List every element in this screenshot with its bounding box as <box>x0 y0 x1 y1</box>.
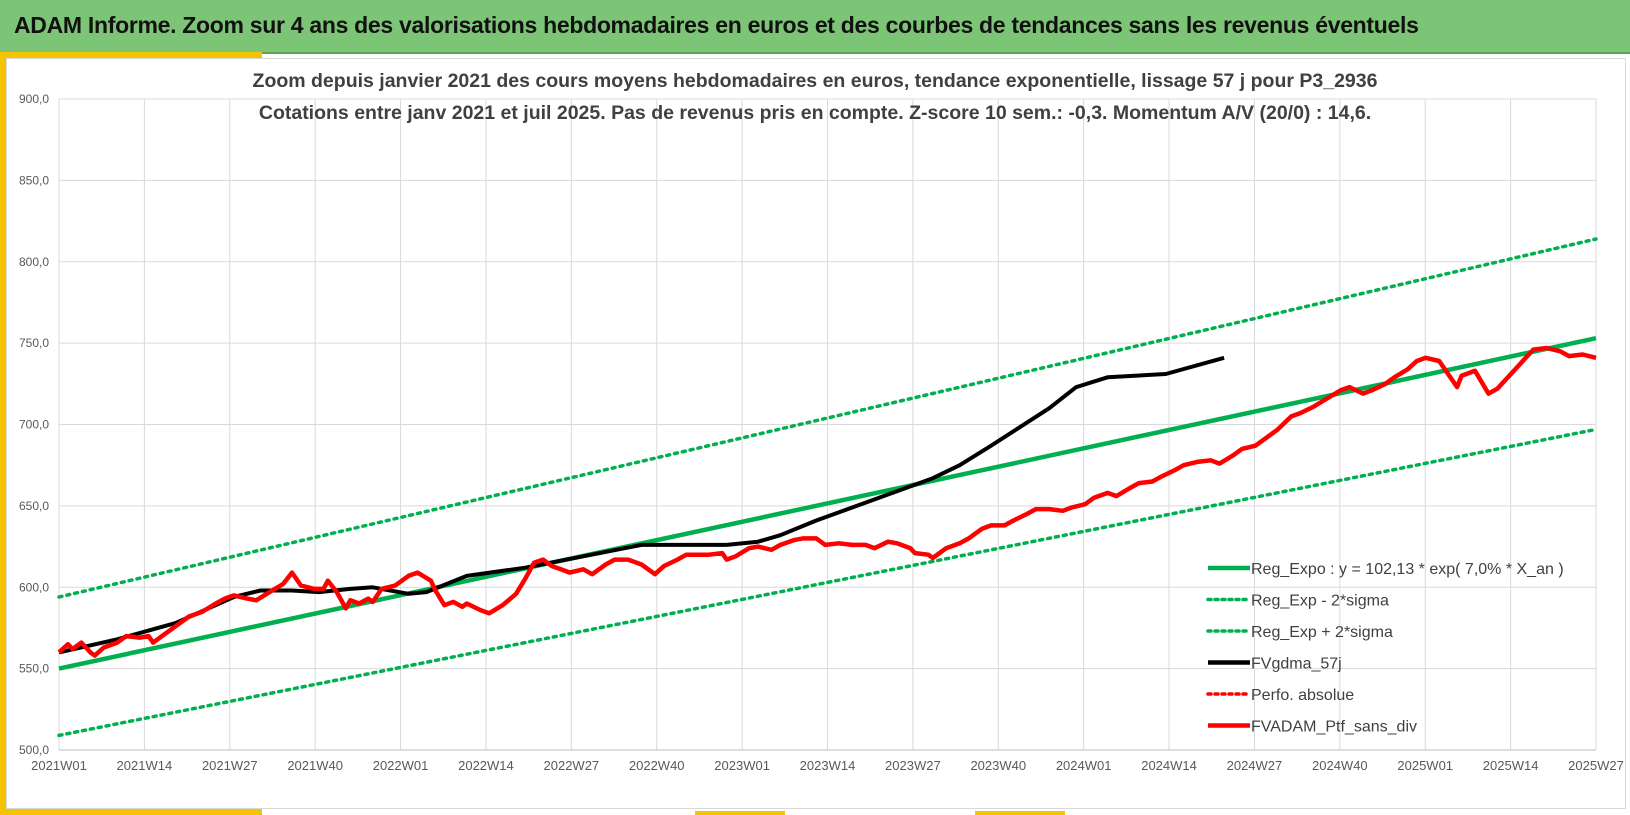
x-tick-label: 2023W14 <box>800 758 856 773</box>
y-tick-label: 550,0 <box>19 662 49 676</box>
y-tick-label: 650,0 <box>19 499 49 513</box>
x-tick-label: 2024W27 <box>1227 758 1283 773</box>
x-tick-label: 2022W27 <box>544 758 600 773</box>
y-tick-label: 750,0 <box>19 336 49 350</box>
legend-label: FVADAM_Ptf_sans_div <box>1251 719 1417 736</box>
accent-bar-bottom-right <box>975 811 1065 815</box>
y-tick-label: 900,0 <box>19 92 49 106</box>
accent-bar-bottom-mid <box>695 811 785 815</box>
legend-label: Reg_Exp + 2*sigma <box>1251 624 1393 641</box>
series-line-3 <box>58 355 1225 655</box>
x-tick-label: 2025W01 <box>1397 758 1453 773</box>
x-tick-label: 2024W40 <box>1312 758 1368 773</box>
x-tick-label: 2025W27 <box>1568 758 1624 773</box>
legend-label: Reg_Expo : y = 102,13 * exp( 7,0% * X_an… <box>1251 561 1564 578</box>
y-tick-label: 800,0 <box>19 255 49 269</box>
y-tick-label: 700,0 <box>19 418 49 432</box>
x-tick-label: 2023W01 <box>714 758 770 773</box>
chart-frame <box>6 58 1626 809</box>
legend-label: FVgdma_57j <box>1251 656 1342 673</box>
accent-bar-left <box>0 54 6 815</box>
x-tick-label: 2022W01 <box>373 758 429 773</box>
y-tick-label: 850,0 <box>19 173 49 187</box>
x-tick-label: 2024W01 <box>1056 758 1112 773</box>
legend-label: Perfo. absolue <box>1251 687 1354 704</box>
accent-bar-top <box>0 52 262 58</box>
y-tick-label: 600,0 <box>19 580 49 594</box>
series-line-5 <box>57 345 1597 658</box>
legend-label: Reg_Exp - 2*sigma <box>1251 593 1389 610</box>
x-tick-label: 2022W14 <box>458 758 514 773</box>
x-tick-label: 2022W40 <box>629 758 685 773</box>
header-banner: ADAM Informe. Zoom sur 4 ans des valoris… <box>0 0 1630 54</box>
x-tick-label: 2021W01 <box>31 758 87 773</box>
x-tick-label: 2023W40 <box>970 758 1026 773</box>
accent-bar-bottom <box>0 809 262 815</box>
x-tick-label: 2024W14 <box>1141 758 1197 773</box>
chart-title: Zoom depuis janvier 2021 des cours moyen… <box>252 70 1378 92</box>
page-title: ADAM Informe. Zoom sur 4 ans des valoris… <box>14 12 1419 38</box>
x-tick-label: 2025W14 <box>1483 758 1539 773</box>
series-line-2 <box>57 237 1598 599</box>
chart-subtitle: Cotations entre janv 2021 et juil 2025. … <box>258 102 1372 124</box>
series-line-1 <box>57 427 1598 738</box>
x-tick-label: 2023W27 <box>885 758 941 773</box>
x-tick-label: 2021W40 <box>287 758 343 773</box>
x-tick-label: 2021W27 <box>202 758 258 773</box>
y-tick-label: 500,0 <box>19 743 49 757</box>
x-tick-label: 2021W14 <box>117 758 173 773</box>
